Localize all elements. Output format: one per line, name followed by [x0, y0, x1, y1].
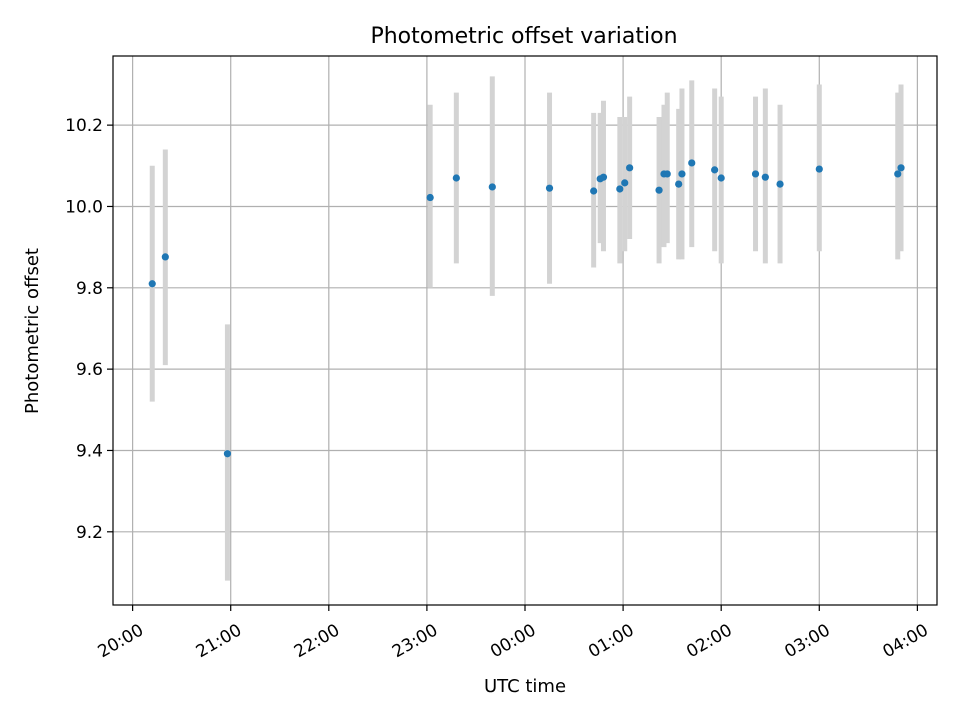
data-point — [776, 180, 784, 188]
y-axis-label: Photometric offset — [22, 248, 43, 414]
x-tick-label: 21:00 — [193, 620, 245, 662]
data-point — [663, 170, 671, 178]
data-point — [894, 170, 902, 178]
x-tick-label: 00:00 — [487, 620, 539, 662]
data-point — [590, 187, 598, 195]
y-tick-label: 9.6 — [76, 360, 103, 380]
y-tick-label: 10.2 — [65, 116, 103, 136]
data-point — [148, 280, 156, 288]
data-point — [616, 185, 624, 193]
chart-title: Photometric offset variation — [370, 24, 677, 49]
data-point — [717, 174, 725, 182]
data-point — [675, 180, 683, 188]
data-point — [751, 170, 760, 178]
data-point — [761, 173, 769, 181]
x-tick-label: 04:00 — [879, 620, 931, 662]
x-tick-label: 20:00 — [95, 620, 147, 662]
data-point — [626, 164, 634, 172]
data-point — [161, 253, 169, 261]
y-tick-label: 9.8 — [76, 279, 103, 299]
grid-layer — [113, 56, 937, 605]
tick-layer: 20:00 21:00 22:00 23:00 00:00 01:00 02:00 03:00… — [65, 116, 932, 662]
x-tick-label: 01:00 — [585, 620, 637, 662]
data-point — [897, 164, 905, 172]
y-tick-label: 9.2 — [76, 523, 103, 543]
x-tick-label: 23:00 — [389, 620, 441, 662]
data-point — [815, 165, 823, 173]
y-tick-label: 10.0 — [65, 197, 103, 217]
errorbar-layer — [149, 76, 904, 581]
data-point — [223, 450, 232, 458]
data-point — [599, 173, 608, 181]
data-point — [678, 170, 686, 178]
data-point — [655, 186, 663, 194]
y-tick-label: 9.4 — [76, 441, 103, 461]
x-tick-label: 02:00 — [683, 620, 735, 662]
data-point — [711, 166, 719, 174]
point-layer — [148, 159, 905, 458]
x-axis-label: UTC time — [484, 676, 566, 697]
data-point — [621, 179, 629, 187]
x-tick-label: 03:00 — [781, 620, 833, 662]
data-point — [426, 193, 434, 202]
data-point — [488, 183, 496, 191]
data-point — [452, 174, 460, 182]
data-point — [545, 184, 554, 192]
data-point — [688, 159, 696, 167]
x-tick-label: 22:00 — [291, 620, 343, 662]
